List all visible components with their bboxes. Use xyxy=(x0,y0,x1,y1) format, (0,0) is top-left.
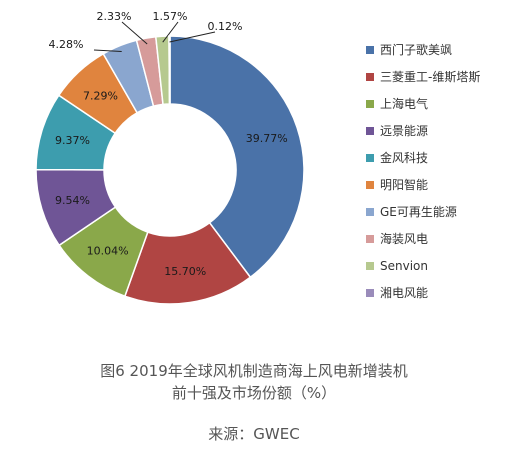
legend-label: 上海电气 xyxy=(380,97,429,111)
caption-line-2: 前十强及市场份额（%） xyxy=(171,384,337,402)
legend-label: 三菱重工-维斯塔斯 xyxy=(380,70,481,84)
slice-label-5: 9.37% xyxy=(55,134,90,147)
leader-line-8 xyxy=(121,21,148,45)
legend-swatch xyxy=(366,72,374,81)
legend-swatch xyxy=(366,180,374,189)
legend-item-6: 明阳智能 xyxy=(366,171,502,198)
legend-label: 湘电风能 xyxy=(380,286,429,300)
legend-label: 海装风电 xyxy=(380,232,429,246)
outer-label-7: 4.28% xyxy=(49,38,84,51)
legend-item-9: Senvion xyxy=(366,252,502,279)
figure-caption: 图6 2019年全球风机制造商海上风电新增装机 前十强及市场份额（%） xyxy=(0,360,508,404)
legend-label: 明阳智能 xyxy=(380,178,429,192)
legend-label: GE可再生能源 xyxy=(380,205,457,219)
legend-item-10: 湘电风能 xyxy=(366,279,502,306)
outer-label-8: 2.33% xyxy=(97,10,132,23)
legend-swatch xyxy=(366,288,374,297)
legend-label: 西门子歌美飒 xyxy=(380,43,453,57)
legend-label: 远景能源 xyxy=(380,124,429,138)
slice-1 xyxy=(169,35,305,279)
outer-label-9: 1.57% xyxy=(153,10,188,23)
legend-swatch xyxy=(366,45,374,54)
slice-10 xyxy=(168,35,171,105)
slice-label-6: 7.29% xyxy=(83,89,118,102)
slice-label-3: 10.04% xyxy=(87,245,129,258)
leader-line-10 xyxy=(169,31,216,43)
slice-label-1: 39.77% xyxy=(246,132,288,145)
caption-line-1: 图6 2019年全球风机制造商海上风电新增装机 xyxy=(100,362,408,380)
legend-item-8: 海装风电 xyxy=(366,225,502,252)
leader-line-7 xyxy=(93,49,122,52)
legend-swatch xyxy=(366,234,374,243)
legend-swatch xyxy=(366,99,374,108)
legend-item-3: 上海电气 xyxy=(366,90,502,117)
legend-item-5: 金风科技 xyxy=(366,144,502,171)
donut-chart: 39.77% 15.70% 10.04% 9.54% 9.37% 7.29% 4.28% 2.… xyxy=(35,10,305,305)
legend-swatch xyxy=(366,126,374,135)
slice-label-4: 9.54% xyxy=(55,194,90,207)
legend-label: Senvion xyxy=(380,258,428,273)
legend-swatch xyxy=(366,207,374,216)
leader-line-9 xyxy=(162,21,179,43)
slice-label-2: 15.70% xyxy=(164,265,206,278)
legend-item-1: 西门子歌美飒 xyxy=(366,36,502,63)
legend-item-4: 远景能源 xyxy=(366,117,502,144)
legend-label: 金风科技 xyxy=(380,151,429,165)
source-note: 来源：GWEC xyxy=(208,425,300,443)
legend-swatch xyxy=(366,261,374,270)
legend-swatch xyxy=(366,153,374,162)
outer-label-10: 0.12% xyxy=(208,20,243,33)
legend-item-2: 三菱重工-维斯塔斯 xyxy=(366,63,502,90)
legend-item-7: GE可再生能源 xyxy=(366,198,502,225)
legend: 西门子歌美飒三菱重工-维斯塔斯 上海电气远景能源金风科技明阳智能 GE可再生能源 海装… xyxy=(366,36,502,306)
